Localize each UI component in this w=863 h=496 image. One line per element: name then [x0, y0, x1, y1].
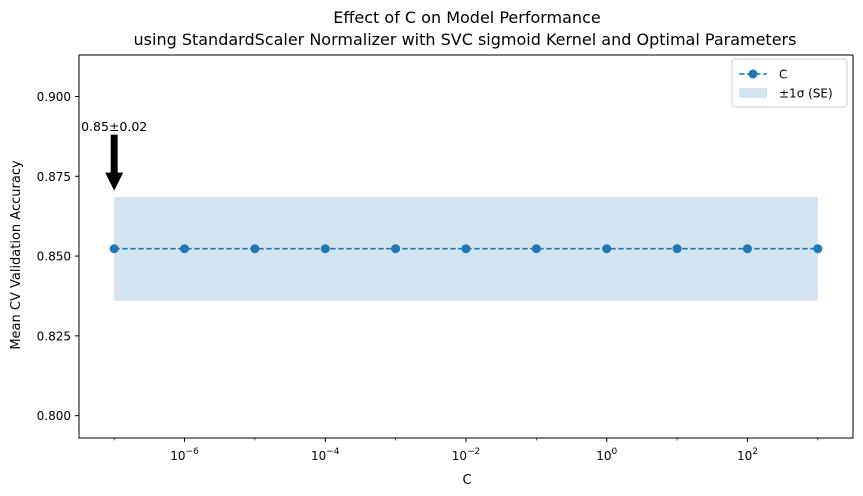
legend: C ±1σ (SE)	[731, 58, 848, 108]
y-tick-label: 0.825	[37, 329, 71, 343]
data-point	[602, 244, 612, 254]
data-point	[180, 244, 190, 254]
data-point	[250, 244, 260, 254]
y-tick-label: 0.900	[37, 90, 71, 104]
y-tick-label: 0.800	[37, 409, 71, 423]
legend-band-label: ±1σ (SE)	[779, 87, 833, 101]
data-point	[813, 244, 823, 254]
annotation-text: 0.85±0.02	[81, 119, 147, 134]
y-tick-label: 0.850	[37, 250, 71, 264]
chart-title: Effect of C on Model Performance	[333, 8, 600, 27]
legend-series-label: C	[779, 68, 787, 82]
data-point	[742, 244, 752, 254]
y-axis: 0.800 0.825 0.850 0.875 0.900	[37, 90, 79, 423]
x-axis: 10−6 10−4 10−2 100 102	[113, 438, 819, 463]
annotation: 0.85±0.02	[81, 119, 147, 191]
data-point	[531, 244, 541, 254]
x-tick-label: 102	[737, 447, 758, 463]
x-tick-label: 10−6	[170, 447, 199, 463]
y-axis-label: Mean CV Validation Accuracy	[9, 160, 24, 350]
data-point	[672, 244, 682, 254]
legend-band-swatch	[739, 88, 767, 98]
x-tick-label: 100	[596, 447, 617, 463]
plot-area: 0.85±0.02	[78, 54, 854, 439]
annotation-arrow	[105, 134, 124, 191]
x-tick-label: 10−4	[311, 447, 340, 463]
data-point	[391, 244, 401, 254]
x-tick-label: 10−2	[452, 447, 481, 463]
y-tick-label: 0.875	[37, 170, 71, 184]
series-markers	[109, 244, 823, 254]
data-point	[320, 244, 330, 254]
legend-box	[731, 58, 848, 108]
legend-series-marker	[748, 69, 758, 79]
data-point	[109, 244, 119, 254]
data-point	[461, 244, 471, 254]
chart-subtitle: using StandardScaler Normalizer with SVC…	[134, 30, 797, 49]
x-axis-label: C	[462, 473, 471, 488]
